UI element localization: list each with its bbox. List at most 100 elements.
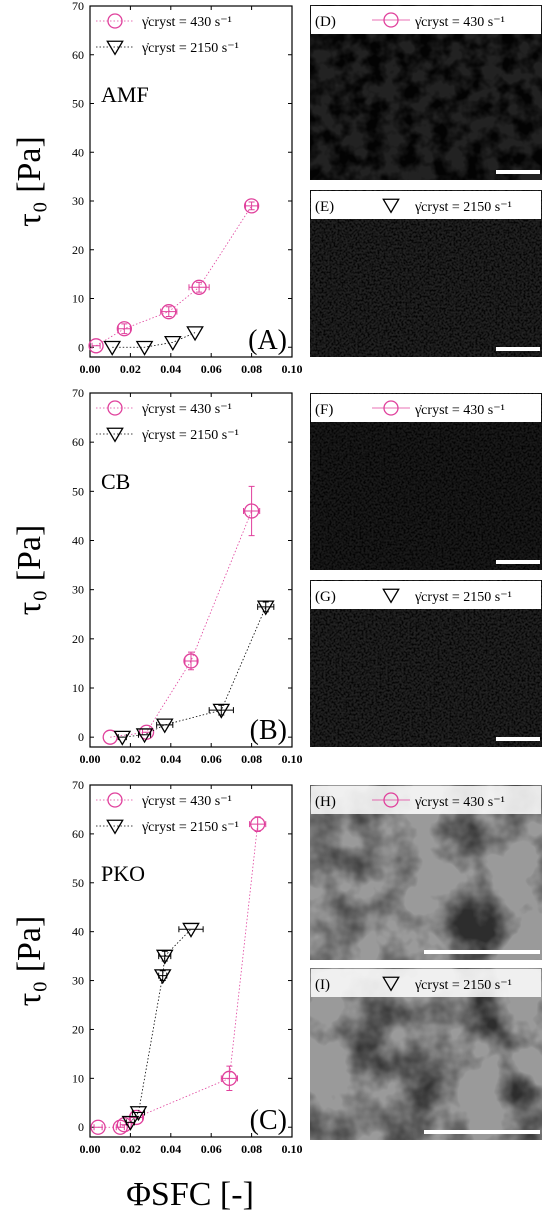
- y-tick-label: 40: [72, 534, 84, 548]
- legend-box: [311, 581, 541, 609]
- y-tick-label: 0: [78, 340, 84, 354]
- x-tick-label: 0.10: [282, 1142, 303, 1156]
- x-tick-label: 0.08: [241, 362, 262, 376]
- legend-box: [311, 191, 541, 219]
- y-tick-label: 20: [72, 632, 84, 646]
- x-axis-label: ΦSFC [-]: [126, 1176, 254, 1213]
- y-tick-label: 0: [78, 730, 84, 744]
- micrograph-label: (F): [315, 402, 333, 418]
- micrograph-texture: [310, 785, 542, 960]
- x-tick-label: 0.04: [160, 1142, 181, 1156]
- y-error-bar: [248, 485, 255, 537]
- y-tick-label: 0: [78, 1120, 84, 1134]
- micrograph-legend: γ̇cryst = 2150 s⁻¹: [414, 978, 512, 993]
- marker: [221, 1070, 238, 1086]
- y-axis-label: τ₀ [Pa]: [11, 136, 48, 227]
- micrograph-label: (G): [315, 589, 336, 605]
- y-tick-label: 40: [72, 925, 84, 939]
- scale-bar: [496, 560, 540, 564]
- legend-marker: [382, 198, 400, 214]
- x-tick-label: 0.10: [282, 362, 303, 376]
- marker: [103, 340, 122, 356]
- x-tick-label: 0.02: [120, 1142, 141, 1156]
- panel-label: (A): [248, 325, 287, 356]
- x-error-bar: [93, 1124, 103, 1131]
- legend-marker: [107, 400, 123, 416]
- y-tick-label: 70: [72, 386, 84, 400]
- y-tick-label: 50: [72, 97, 84, 111]
- legend-marker: [106, 819, 124, 835]
- marker: [243, 198, 260, 214]
- legend-box: [311, 969, 541, 997]
- marker: [243, 503, 260, 519]
- micrograph-label: (I): [315, 977, 330, 993]
- plot-frame: [89, 5, 293, 358]
- legend-label: γ̇cryst = 430 s⁻¹: [141, 15, 232, 30]
- panel-label: (B): [250, 715, 287, 746]
- y-tick-label: 60: [72, 48, 84, 62]
- marker: [128, 1109, 145, 1126]
- marker: [182, 922, 200, 938]
- marker: [155, 949, 174, 965]
- y-tick-label: 40: [72, 145, 84, 159]
- y-tick-label: 30: [72, 583, 84, 597]
- series: [112, 332, 196, 348]
- annotation: AMF: [101, 82, 149, 107]
- series: [110, 485, 261, 738]
- marker: [88, 338, 104, 354]
- y-tick-label: 70: [72, 0, 84, 13]
- legend-label: γ̇cryst = 430 s⁻¹: [141, 402, 232, 417]
- connector-line: [122, 606, 267, 738]
- legend-marker: [382, 976, 400, 992]
- x-tick-label: 0.08: [241, 1142, 262, 1156]
- marker: [250, 816, 266, 832]
- micrograph-label: (D): [315, 14, 336, 30]
- legend-marker: [106, 40, 124, 56]
- y-tick-label: 50: [72, 484, 84, 498]
- marker: [191, 279, 207, 295]
- micrograph-legend: γ̇cryst = 430 s⁻¹: [414, 15, 505, 30]
- x-error-bar: [91, 342, 101, 349]
- legend-label: γ̇cryst = 430 s⁻¹: [141, 794, 232, 809]
- y-tick-label: 10: [72, 292, 84, 306]
- x-tick-label: 0.02: [120, 752, 141, 766]
- legend-box: [311, 786, 541, 814]
- legend-label: γ̇cryst = 2150 s⁻¹: [141, 41, 239, 56]
- y-error-bar: [248, 201, 255, 211]
- x-error-bar: [156, 721, 174, 728]
- x-error-bar: [178, 926, 204, 933]
- y-tick-label: 50: [72, 876, 84, 890]
- marker: [116, 321, 132, 337]
- y-tick-label: 10: [72, 1071, 84, 1085]
- y-error-bar: [121, 323, 128, 335]
- scale-bar: [496, 170, 540, 174]
- y-tick-label: 10: [72, 681, 84, 695]
- legend-marker: [382, 588, 400, 604]
- marker: [112, 1119, 128, 1135]
- annotation: PKO: [101, 861, 145, 886]
- legend-marker: [106, 427, 124, 443]
- y-tick-label: 20: [72, 1022, 84, 1036]
- y-tick-label: 20: [72, 243, 84, 257]
- marker: [113, 730, 132, 746]
- x-tick-label: 0.06: [201, 752, 222, 766]
- y-axis-label: τ₀ [Pa]: [11, 916, 48, 1007]
- legend-label: γ̇cryst = 2150 s⁻¹: [141, 820, 239, 835]
- y-tick-label: 70: [72, 778, 84, 792]
- marker: [121, 1115, 140, 1131]
- y-axis-label: τ₀ [Pa]: [11, 525, 48, 616]
- scale-bar: [496, 347, 540, 351]
- legend-marker: [107, 13, 123, 29]
- legend-marker: [383, 12, 399, 28]
- legend-label: γ̇cryst = 2150 s⁻¹: [141, 428, 239, 443]
- scale-bar: [424, 950, 540, 954]
- x-tick-label: 0.06: [201, 1142, 222, 1156]
- y-error-bar: [165, 306, 172, 318]
- connector-line: [112, 332, 196, 348]
- marker: [183, 653, 199, 669]
- marker: [135, 728, 154, 744]
- marker: [135, 340, 154, 356]
- x-tick-label: 0.00: [80, 1142, 101, 1156]
- connector-line: [95, 205, 252, 347]
